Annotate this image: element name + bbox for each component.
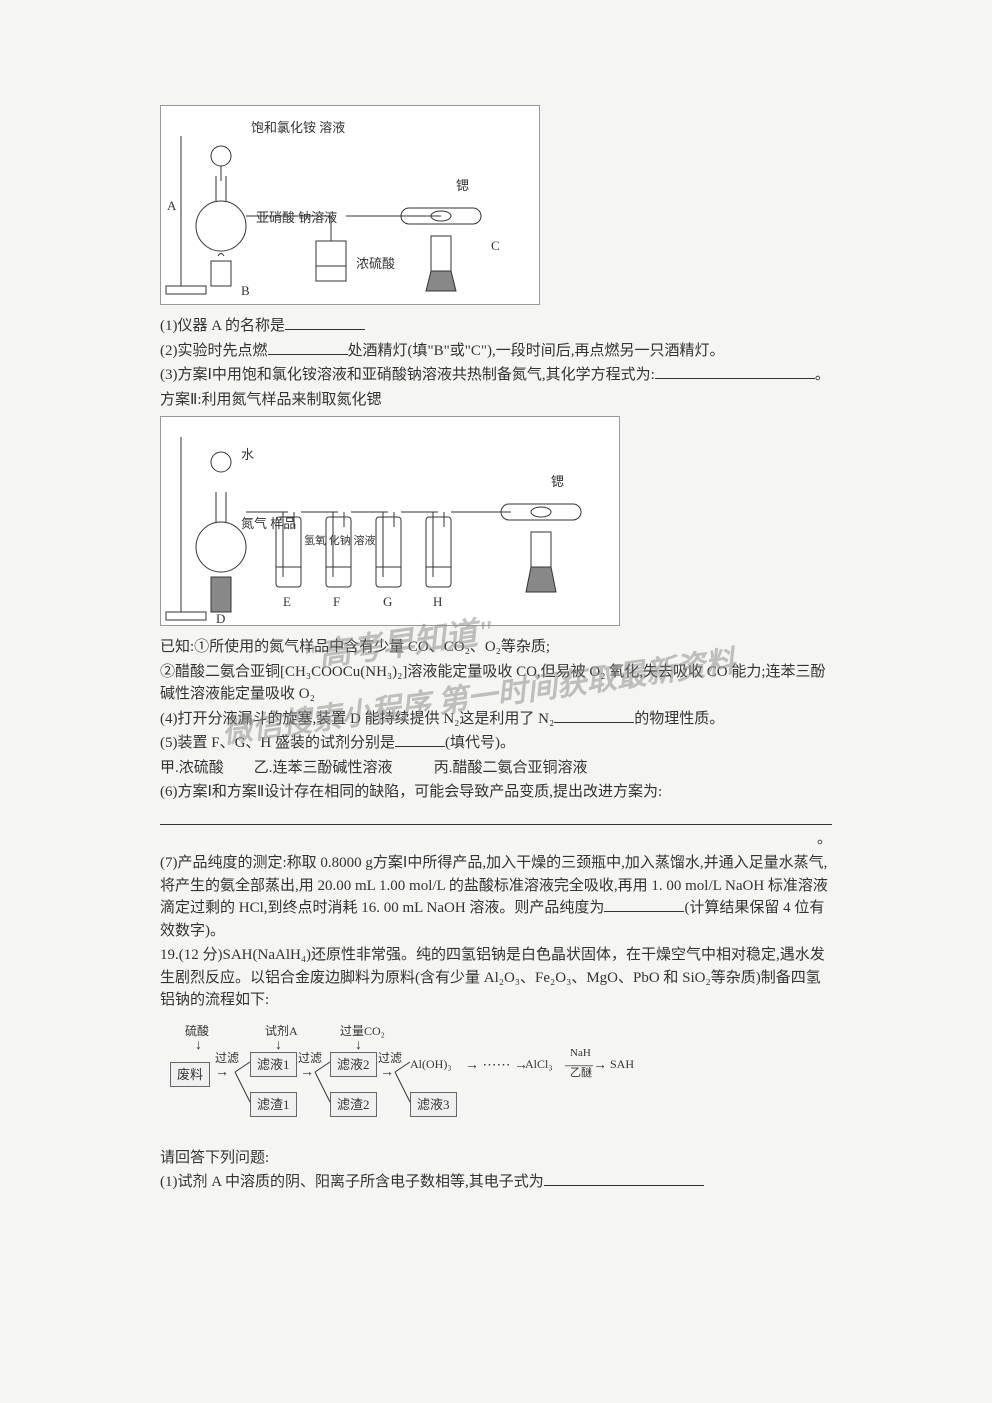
label-water: 水 [241,445,254,465]
apparatus-svg-1 [161,106,540,305]
label-C: C [491,236,500,256]
blank-q7 [604,897,684,912]
label-G: G [383,592,392,612]
blank-q4 [554,708,634,723]
apparatus-figure-1: 饱和氯化铵 溶液 亚硝酸 钠溶液 浓硫酸 锶 A B C [160,105,540,305]
label-sr2: 锶 [551,472,564,492]
question-6: (6)方案Ⅰ和方案Ⅱ设计存在相同的缺陷，可能会导致产品变质,提出改进方案为: [160,781,832,804]
label-B: B [241,281,250,301]
question-4: (4)打开分液漏斗的旋塞,装置 D 能持续提供 N₂这是利用了 N₂的物理性质。 [160,708,832,731]
label-A: A [167,196,176,216]
label-nh4cl: 饱和氯化铵 溶液 [251,121,345,135]
blank-q1 [285,315,365,330]
plan-2-text: 方案Ⅱ:利用氮气样品来制取氮化锶 [160,389,832,412]
question-7: (7)产品纯度的测定:称取 0.8000 g方案Ⅰ中所得产品,加入干燥的三颈瓶中… [160,852,832,942]
label-E: E [283,592,291,612]
label-n2: 氮气 样品 [241,517,296,531]
blank-q5 [395,732,445,747]
blank-q6 [160,807,832,825]
label-sr: 锶 [456,176,469,196]
answer-prompt: 请回答下列问题: [160,1147,832,1170]
label-naoh: 氢氧 化钠 溶液 [304,535,376,547]
question-19: 19.(12 分)SAH(NaAlH₄)还原性非常强。纯的四氢铝钠是白色晶状固体… [160,944,832,1012]
apparatus-figure-2: 水 氮气 样品 氢氧 化钠 溶液 锶 D E F G H [160,416,620,626]
label-H: H [433,592,442,612]
final-q1: (1)试剂 A 中溶质的阴、阳离子所含电子数相等,其电子式为 [160,1171,832,1194]
question-3: (3)方案Ⅰ中用饱和氯化铵溶液和亚硝酸钠溶液共热制备氮气,其化学方程式为:。 [160,364,832,387]
flowchart-figure: 硫酸 试剂A 过量CO₂ ↓ ↓ ↓ 废料 过滤 → 滤液1 过滤 → 滤液2 … [160,1017,660,1137]
label-h2so4: 浓硫酸 [356,254,395,274]
question-5: (5)装置 F、G、H 盛装的试剂分别是(填代号)。 [160,732,832,755]
options-5: 甲.浓硫酸 乙.连苯三酚碱性溶液 丙.醋酸二氨合亚铜溶液 [160,757,832,780]
blank-final-q1 [544,1171,704,1186]
blank-q3 [655,364,815,379]
label-D: D [216,609,225,626]
known-2: ②醋酸二氨合亚铜[CH₃COOCu(NH₃)₂]溶液能定量吸收 CO,但易被 O… [160,661,832,706]
blank-q2 [268,340,348,355]
label-nano2: 亚硝酸 钠溶液 [256,211,337,225]
label-F: F [333,592,340,612]
question-1: (1)仪器 A 的名称是 [160,315,832,338]
known-1: 已知:①所使用的氮气样品中含有少量 CO、CO₂、O₂等杂质; [160,636,832,659]
question-2: (2)实验时先点燃处酒精灯(填"B"或"C"),一段时间后,再点燃另一只酒精灯。 [160,340,832,363]
